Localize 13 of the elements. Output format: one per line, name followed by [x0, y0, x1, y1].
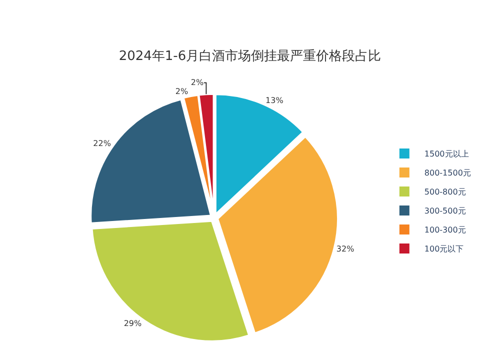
legend-label: 500-800元 — [424, 188, 466, 197]
data-label: 2% — [190, 78, 204, 88]
legend-label: 800-1500元 — [424, 168, 471, 178]
chart-title: 2024年1-6月白酒市场倒挂最严重价格段占比 — [118, 48, 382, 64]
legend-label: 100元以下 — [424, 244, 464, 254]
legend-label: 1500元以上 — [424, 150, 469, 159]
data-label: 22% — [93, 138, 112, 148]
data-label: 32% — [336, 244, 355, 254]
data-label: 29% — [124, 319, 142, 328]
legend-label: 100-300元 — [424, 226, 466, 235]
data-label: 13% — [266, 96, 284, 105]
legend-label: 300-500元 — [424, 206, 466, 216]
data-label: 2% — [175, 87, 188, 96]
